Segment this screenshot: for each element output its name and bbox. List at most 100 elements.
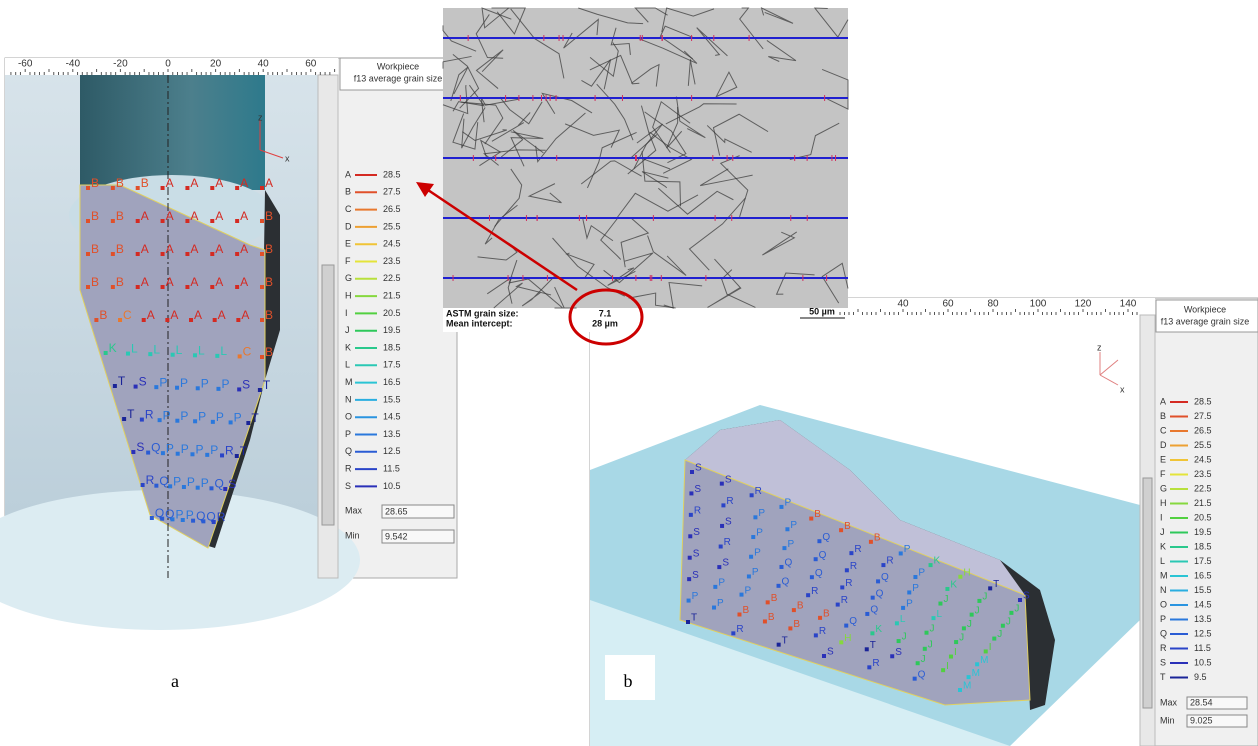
scroll-thumb[interactable] — [322, 265, 334, 525]
point-label: R — [819, 626, 826, 637]
point — [1018, 598, 1022, 602]
panel-label: a — [171, 671, 179, 691]
point — [747, 574, 751, 578]
point-label: J — [1014, 603, 1019, 614]
point-label: P — [163, 408, 171, 422]
point-label: B — [265, 242, 273, 256]
point-label: L — [936, 609, 942, 620]
legend-key: M — [345, 377, 353, 387]
point-label: T — [240, 444, 248, 458]
point-label: S — [693, 548, 700, 559]
point-label: R — [850, 561, 857, 572]
point-label: A — [166, 275, 174, 289]
point-label: S — [895, 647, 902, 658]
point-label: P — [195, 442, 203, 456]
point — [136, 186, 140, 190]
point-label: T — [251, 411, 259, 425]
point — [923, 647, 927, 651]
scale-label: 50 µm — [809, 306, 835, 316]
point — [235, 454, 239, 458]
point-label: P — [173, 475, 181, 489]
point-label: P — [745, 585, 752, 596]
legend-value: 21.5 — [1194, 498, 1212, 508]
point-label: A — [190, 176, 198, 190]
point-label: P — [918, 568, 925, 579]
point — [235, 186, 239, 190]
point-label: K — [109, 341, 117, 355]
point-label: J — [943, 594, 948, 605]
legend-key: Q — [345, 446, 352, 456]
point — [176, 452, 180, 456]
legend-value: 10.5 — [383, 481, 401, 491]
legend-value: 11.5 — [383, 463, 400, 473]
point — [161, 451, 165, 455]
ruler-label: 140 — [1120, 299, 1137, 310]
point-label: Q — [784, 558, 792, 569]
point-label: P — [906, 599, 913, 610]
point — [260, 186, 264, 190]
ruler-label: 40 — [897, 299, 909, 310]
point-label: Q — [918, 669, 926, 680]
legend-key: M — [1160, 570, 1168, 580]
legend-value: 9.5 — [1194, 672, 1207, 682]
point — [870, 631, 874, 635]
legend-key: G — [1160, 483, 1167, 493]
point — [201, 519, 205, 523]
point — [170, 517, 174, 521]
point — [191, 519, 195, 523]
point — [897, 639, 901, 643]
point — [945, 587, 949, 591]
point — [126, 352, 130, 356]
point-label: R — [726, 496, 733, 507]
point-label: L — [176, 343, 183, 357]
point — [777, 584, 781, 588]
point — [925, 631, 929, 635]
point-label: P — [198, 409, 206, 423]
legend-key: A — [1160, 396, 1166, 406]
point-label: B — [265, 275, 273, 289]
point-label: B — [742, 605, 749, 616]
point — [220, 453, 224, 457]
point-label: I — [954, 647, 957, 658]
point-label: R — [724, 537, 731, 548]
axis-label: x — [285, 153, 290, 163]
ruler-label: 80 — [987, 299, 999, 310]
point — [931, 616, 935, 620]
point-label: P — [790, 520, 797, 531]
point — [907, 590, 911, 594]
point — [150, 516, 154, 520]
point — [260, 285, 264, 289]
point — [193, 419, 197, 423]
point — [212, 520, 216, 524]
scroll-thumb[interactable] — [1143, 478, 1152, 708]
legend-value: 13.5 — [383, 429, 401, 439]
point-label: Q — [815, 568, 823, 579]
point — [160, 517, 164, 521]
point-label: B — [116, 176, 124, 190]
legend-subtitle: f13 average grain size — [354, 73, 443, 83]
micrograph: ASTM grain size: 7.1 Mean intercept: 28 … — [443, 8, 848, 332]
point-label: S — [242, 378, 250, 392]
point — [717, 565, 721, 569]
ruler-label: -20 — [113, 59, 128, 70]
point — [154, 484, 158, 488]
point — [890, 654, 894, 658]
point-label: P — [181, 442, 189, 456]
point — [136, 285, 140, 289]
point — [788, 626, 792, 630]
point — [721, 503, 725, 507]
max-value: 28.65 — [385, 506, 408, 516]
legend-value: 25.5 — [1194, 440, 1212, 450]
point-label: P — [234, 411, 242, 425]
point — [142, 318, 146, 322]
point — [94, 318, 98, 322]
point-label: M — [963, 681, 971, 692]
point-label: B — [91, 242, 99, 256]
legend-key: R — [1160, 643, 1167, 653]
legend-value: 24.5 — [383, 239, 401, 249]
point — [751, 535, 755, 539]
point — [189, 318, 193, 322]
point-label: P — [784, 498, 791, 509]
point — [213, 318, 217, 322]
point-label: A — [240, 242, 248, 256]
